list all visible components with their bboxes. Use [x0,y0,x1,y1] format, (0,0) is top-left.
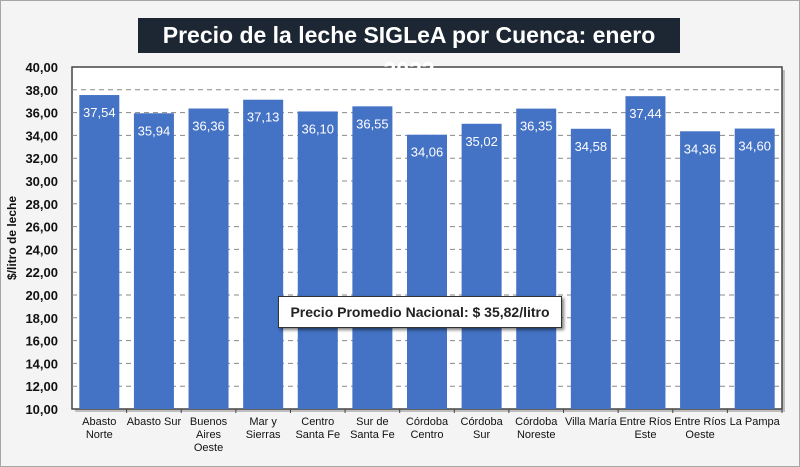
bar [243,99,284,409]
bar [188,108,229,409]
bar [680,131,721,409]
y-tick-label: 28,00 [25,197,58,212]
y-tick-label: 38,00 [25,83,58,98]
x-tick-label: Oeste [194,442,223,454]
x-tick-label: Entre Ríos [619,416,671,428]
data-label: 37,44 [629,106,662,121]
y-tick-label: 26,00 [25,220,58,235]
data-label: 35,02 [465,134,498,149]
x-tick-label: Santa Fe [295,429,340,441]
bar [79,95,120,409]
x-tick-label: Sur de [356,416,388,428]
x-tick-label: Aires [196,429,222,441]
y-axis-label: $/litro de leche [5,196,19,280]
data-label: 34,36 [684,141,717,156]
x-tick-label: Buenos [190,416,228,428]
y-tick-label: 16,00 [25,334,58,349]
x-tick-label: Villa María [565,416,618,428]
y-tick-label: 22,00 [25,265,58,280]
y-tick-label: 36,00 [25,106,58,121]
data-label: 34,60 [738,139,771,154]
data-label: 35,94 [138,123,171,138]
bar [133,113,174,409]
bar [734,128,775,409]
data-label: 36,10 [301,121,334,136]
bar [516,108,557,410]
y-tick-label: 40,00 [25,60,58,75]
data-label: 37,54 [83,105,116,120]
x-tick-label: Santa Fe [350,429,395,441]
x-tick-label: Abasto [82,416,116,428]
y-tick-label: 14,00 [25,356,58,371]
y-tick-label: 34,00 [25,128,58,143]
x-tick-label: Córdoba [515,416,558,428]
x-tick-label: Este [634,429,656,441]
average-price-annotation: Precio Promedio Nacional: $ 35,82/litro [278,296,562,328]
x-tick-label: Abasto Sur [127,416,182,428]
chart-title: Precio de la leche SIGLeA por Cuenca: en… [138,18,680,83]
x-tick-label: Entre Ríos [674,416,726,428]
data-label: 37,13 [247,110,280,125]
x-tick-label: Centro [301,416,334,428]
y-tick-label: 18,00 [25,311,58,326]
x-tick-label: Norte [86,429,113,441]
bar [461,123,502,409]
data-label: 36,35 [520,119,553,134]
y-tick-label: 20,00 [25,288,58,303]
data-label: 36,36 [192,118,225,133]
x-tick-label: Córdoba [406,416,449,428]
y-tick-label: 30,00 [25,174,58,189]
x-tick-label: La Pampa [730,416,781,428]
y-tick-label: 32,00 [25,151,58,166]
x-tick-label: Córdoba [461,416,504,428]
x-tick-label: Sierras [246,429,281,441]
data-label: 34,58 [575,139,608,154]
x-tick-label: Centro [410,429,443,441]
bar [352,106,393,409]
x-tick-label: Noreste [517,429,556,441]
x-tick-label: Sur [473,429,490,441]
x-tick-label: Mar y [249,416,277,428]
data-label: 36,55 [356,116,389,131]
bar [407,134,447,409]
y-tick-label: 10,00 [25,402,58,417]
bar [297,111,338,410]
y-tick-label: 24,00 [25,242,58,257]
x-tick-label: Oeste [685,429,714,441]
data-label: 34,06 [411,145,444,160]
bar [625,96,666,410]
bar [570,128,611,409]
y-tick-label: 12,00 [25,379,58,394]
